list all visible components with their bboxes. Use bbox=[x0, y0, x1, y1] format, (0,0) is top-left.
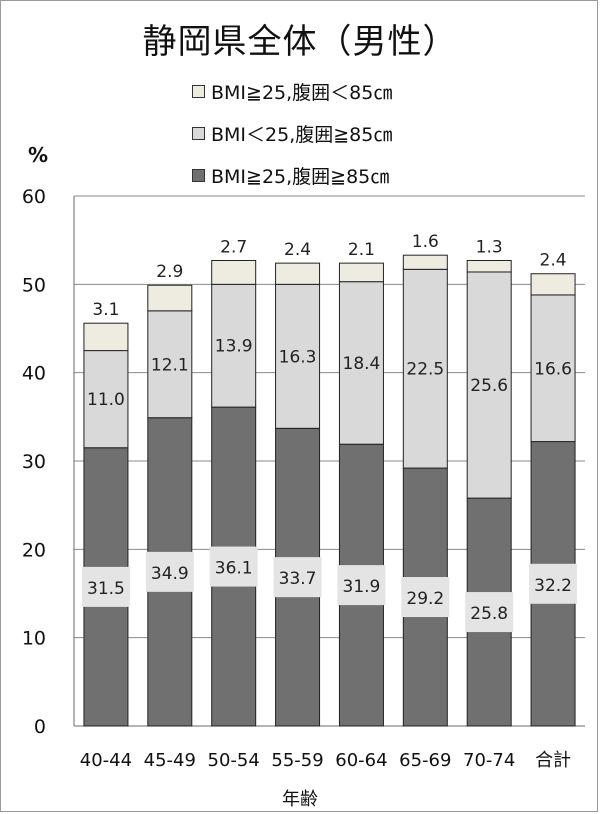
bar-segment bbox=[83, 322, 129, 352]
y-tick-label: 20 bbox=[22, 539, 46, 561]
data-label-background bbox=[401, 577, 450, 618]
bar-segment bbox=[466, 271, 512, 499]
x-tick-label: 55-59 bbox=[271, 750, 323, 771]
data-label: 34.9 bbox=[151, 564, 189, 584]
x-tick-label: 70-74 bbox=[463, 750, 515, 771]
x-tick-label: 合計 bbox=[535, 750, 571, 771]
legend-swatch bbox=[192, 168, 205, 182]
data-label: 16.3 bbox=[279, 347, 317, 367]
bar-segment bbox=[338, 262, 384, 283]
y-tick-label: 50 bbox=[22, 274, 46, 296]
bar-segment bbox=[211, 259, 257, 285]
bar-segment bbox=[275, 262, 321, 285]
data-label: 25.8 bbox=[470, 604, 508, 624]
data-label: 13.9 bbox=[215, 337, 253, 357]
data-label: 33.7 bbox=[279, 569, 317, 589]
data-label: 36.1 bbox=[215, 559, 253, 579]
data-label: 16.6 bbox=[534, 359, 572, 379]
data-label-background bbox=[209, 546, 258, 587]
data-label: 2.4 bbox=[540, 251, 567, 271]
data-label: 2.9 bbox=[156, 262, 183, 282]
y-axis-unit-label: % bbox=[28, 143, 49, 167]
legend: BMI≧25,腹囲＜85㎝ BMI＜25,腹囲≧85㎝ BMI≧25,腹囲≧85… bbox=[192, 70, 392, 196]
data-label: 25.6 bbox=[470, 376, 508, 396]
data-label-background bbox=[529, 563, 578, 604]
bar-segment bbox=[402, 254, 448, 270]
data-label: 1.3 bbox=[476, 237, 503, 257]
data-label-background bbox=[465, 592, 514, 633]
legend-label: BMI≧25,腹囲＜85㎝ bbox=[211, 81, 393, 104]
y-tick-label: 10 bbox=[22, 628, 46, 650]
y-tick-label: 0 bbox=[34, 716, 46, 738]
data-label: 29.2 bbox=[406, 589, 444, 609]
data-label-background bbox=[81, 566, 130, 607]
data-label: 1.6 bbox=[412, 232, 439, 252]
bar-segment bbox=[466, 259, 512, 273]
data-label: 2.7 bbox=[220, 237, 247, 257]
y-tick-label: 60 bbox=[22, 186, 46, 208]
legend-label: BMI＜25,腹囲≧85㎝ bbox=[211, 123, 393, 146]
data-label-background bbox=[145, 551, 194, 592]
data-label: 31.9 bbox=[343, 577, 381, 597]
chart-title: 静岡県全体（男性） bbox=[142, 22, 458, 62]
data-label: 12.1 bbox=[151, 355, 189, 375]
data-label-background bbox=[337, 565, 386, 606]
legend-label: BMI≧25,腹囲≧85㎝ bbox=[211, 165, 390, 188]
data-label: 3.1 bbox=[92, 300, 119, 320]
bar-segment bbox=[147, 310, 193, 419]
x-axis-label: 年齢 bbox=[282, 789, 318, 810]
x-tick-label: 60-64 bbox=[335, 750, 387, 771]
data-label: 18.4 bbox=[343, 354, 381, 374]
data-label: 11.0 bbox=[87, 390, 125, 410]
legend-item-bmi-ge25-waist-ge85: BMI≧25,腹囲≧85㎝ bbox=[192, 154, 392, 196]
data-label: 32.2 bbox=[534, 576, 572, 596]
bar-segment bbox=[402, 268, 448, 469]
bar-segment bbox=[147, 284, 193, 312]
legend-item-bmi-ge25-waist-lt85: BMI≧25,腹囲＜85㎝ bbox=[192, 70, 392, 112]
data-label: 2.4 bbox=[284, 240, 311, 260]
y-tick-label: 40 bbox=[22, 363, 46, 385]
bar-segment bbox=[275, 283, 321, 429]
data-label: 2.1 bbox=[348, 240, 375, 260]
data-label: 31.5 bbox=[87, 579, 125, 599]
legend-item-bmi-lt25-waist-ge85: BMI＜25,腹囲≧85㎝ bbox=[192, 112, 392, 154]
bar-segment bbox=[530, 273, 576, 296]
x-tick-label: 65-69 bbox=[399, 750, 451, 771]
x-tick-label: 40-44 bbox=[80, 750, 132, 771]
data-label: 22.5 bbox=[406, 360, 444, 380]
legend-swatch bbox=[192, 84, 205, 98]
data-label-background bbox=[273, 557, 322, 598]
legend-swatch bbox=[192, 126, 205, 140]
x-tick-label: 45-49 bbox=[144, 750, 196, 771]
y-tick-label: 30 bbox=[22, 451, 46, 473]
x-tick-label: 50-54 bbox=[208, 750, 260, 771]
